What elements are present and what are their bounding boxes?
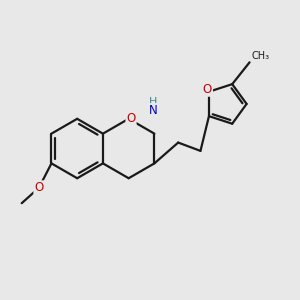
Text: H: H [149, 97, 157, 106]
Text: O: O [203, 83, 212, 96]
Text: O: O [34, 181, 44, 194]
Text: CH₃: CH₃ [252, 51, 270, 61]
Text: N: N [148, 104, 157, 117]
Text: O: O [126, 112, 136, 125]
